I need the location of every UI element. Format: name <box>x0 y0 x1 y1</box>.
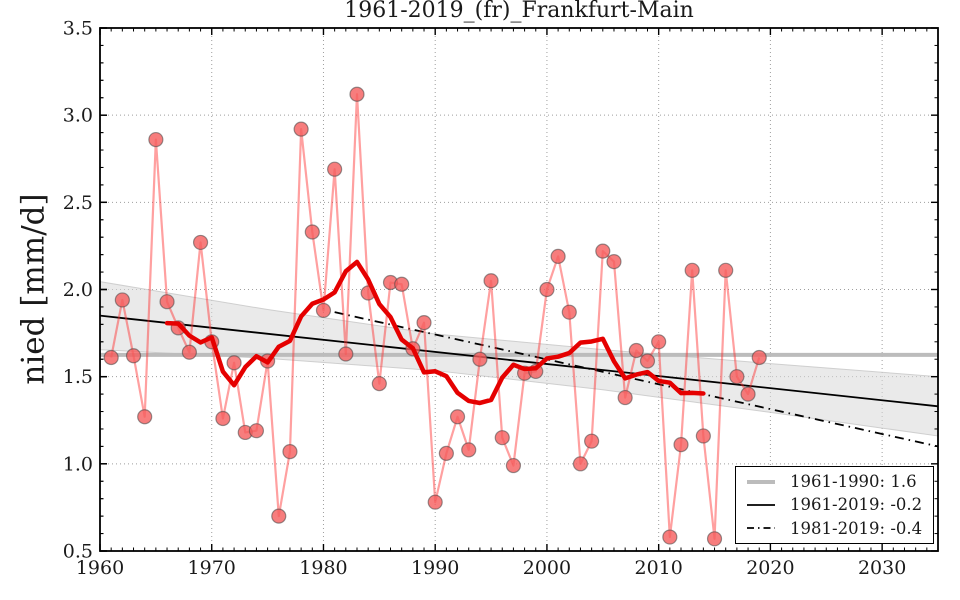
legend-label: 1961-2019: -0.2 <box>790 495 923 515</box>
svg-text:3.5: 3.5 <box>63 18 93 40</box>
svg-text:1960: 1960 <box>76 557 124 579</box>
legend-item-trend-1961-2019: 1961-2019: -0.2 <box>746 494 929 516</box>
legend-item-mean-1961-1990: 1961-1990: 1.6 <box>746 471 929 493</box>
legend-item-trend-1981-2019: 1981-2019: -0.4 <box>746 517 929 539</box>
svg-text:1.5: 1.5 <box>63 366 93 388</box>
svg-text:2.0: 2.0 <box>63 279 93 301</box>
svg-text:1.0: 1.0 <box>63 453 93 475</box>
chart-title: 1961-2019_(fr)_Frankfurt-Main <box>344 0 694 23</box>
legend-label: 1961-1990: 1.6 <box>790 472 917 492</box>
svg-text:1990: 1990 <box>411 557 459 579</box>
svg-text:2030: 2030 <box>858 557 906 579</box>
svg-text:2010: 2010 <box>634 557 682 579</box>
legend-line-sample-trend-full <box>747 504 775 506</box>
legend-line-sample-mean <box>747 479 775 484</box>
svg-text:2000: 2000 <box>523 557 571 579</box>
svg-text:1970: 1970 <box>188 557 236 579</box>
y-axis-label: nied [mm/d] <box>15 193 52 385</box>
legend-line-sample-trend-recent <box>747 527 775 530</box>
legend: 1961-1990: 1.6 1961-2019: -0.2 1981-2019… <box>735 466 934 544</box>
svg-text:2.5: 2.5 <box>63 192 93 214</box>
svg-text:2020: 2020 <box>746 557 794 579</box>
legend-label: 1981-2019: -0.4 <box>790 518 923 538</box>
svg-text:1980: 1980 <box>299 557 347 579</box>
svg-text:3.0: 3.0 <box>63 105 93 127</box>
svg-text:0.5: 0.5 <box>63 541 93 563</box>
